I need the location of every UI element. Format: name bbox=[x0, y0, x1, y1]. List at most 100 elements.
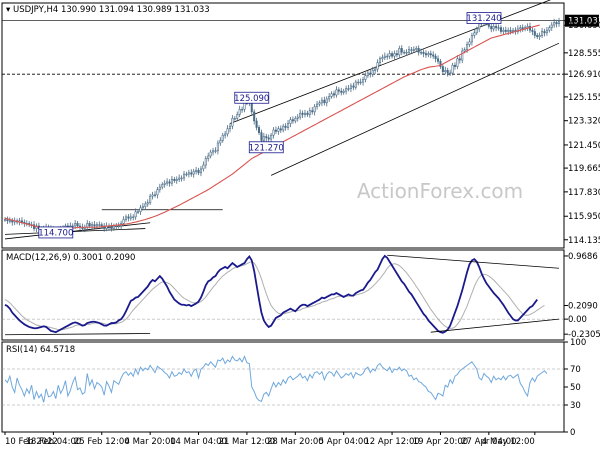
rsi-y-tick-label: 30 bbox=[570, 401, 581, 411]
candle-body bbox=[345, 88, 348, 92]
x-tick-label: 28 Mar 20:00 bbox=[267, 437, 324, 447]
candle-body bbox=[543, 31, 546, 34]
trend-line bbox=[229, 0, 552, 124]
x-tick-label: 10 Feb 2022 bbox=[5, 437, 58, 447]
rsi-y-tick-label: 100 bbox=[570, 338, 586, 348]
candle-body bbox=[405, 51, 408, 54]
candle-body bbox=[357, 81, 360, 84]
candle-body bbox=[320, 99, 323, 104]
x-tick-label: 5 Apr 04:00 bbox=[319, 437, 369, 447]
candle-body bbox=[260, 132, 263, 141]
candle-body bbox=[224, 133, 227, 136]
candle-body bbox=[74, 223, 77, 227]
candle-body bbox=[417, 48, 420, 53]
candle-body bbox=[156, 189, 159, 196]
candle-body bbox=[182, 173, 186, 179]
candle-body bbox=[137, 211, 140, 213]
macd-trend-line bbox=[430, 318, 560, 333]
candle-body bbox=[129, 216, 132, 219]
candle-body bbox=[553, 22, 556, 26]
candle-body bbox=[139, 207, 142, 213]
x-tick-label: 27 Apr 04:00 bbox=[461, 437, 516, 447]
candle-body bbox=[202, 164, 205, 170]
candle-body bbox=[241, 108, 244, 111]
candle-body bbox=[359, 81, 362, 84]
candle-body bbox=[294, 118, 297, 122]
candle-body bbox=[332, 93, 336, 96]
price-y-tick-label: 125.155 bbox=[568, 93, 600, 103]
macd-line bbox=[4, 254, 538, 334]
candle-body bbox=[313, 106, 316, 113]
candle-body bbox=[8, 220, 11, 222]
candle-body bbox=[185, 173, 188, 176]
x-tick-label: 14 Mar 04:00 bbox=[170, 437, 227, 447]
candle-body bbox=[100, 224, 103, 227]
candle-body bbox=[277, 128, 280, 132]
price-y-tick-label: 114.135 bbox=[568, 236, 600, 246]
candle-body bbox=[512, 29, 515, 32]
candle-body bbox=[122, 219, 125, 224]
candle-body bbox=[533, 31, 536, 36]
candle-body bbox=[371, 70, 374, 75]
price-y-tick-label: 131.033 bbox=[568, 17, 600, 27]
x-tick-label: 21 Mar 12:00 bbox=[219, 437, 276, 447]
candle-body bbox=[364, 75, 367, 80]
candle-body bbox=[93, 224, 96, 227]
price-y-tick-label: 128.555 bbox=[568, 49, 600, 59]
candle-body bbox=[231, 118, 234, 127]
candle-body bbox=[403, 51, 406, 54]
candle-body bbox=[323, 99, 326, 104]
candle-body bbox=[86, 223, 89, 228]
candle-body bbox=[366, 72, 369, 76]
candle-body bbox=[95, 224, 98, 227]
macd-y-tick-label: 0.00 bbox=[568, 315, 587, 325]
candle-body bbox=[427, 53, 430, 56]
candle-body bbox=[316, 103, 319, 108]
candle-body bbox=[221, 134, 224, 141]
price-annotation-box bbox=[466, 12, 502, 24]
candle-body bbox=[434, 55, 437, 60]
candle-body bbox=[337, 89, 340, 92]
candle-body bbox=[308, 110, 311, 115]
candle-body bbox=[6, 219, 9, 222]
candle-body bbox=[475, 28, 478, 34]
candle-body bbox=[444, 70, 447, 73]
candle-body bbox=[393, 53, 396, 57]
candle-body bbox=[330, 93, 333, 97]
candle-body bbox=[178, 177, 181, 180]
candle-body bbox=[429, 53, 432, 56]
rsi-panel bbox=[1, 341, 565, 433]
watermark: ActionForex.com bbox=[357, 179, 523, 203]
candle-body bbox=[301, 112, 304, 115]
candle-body bbox=[538, 35, 541, 38]
candle-body bbox=[422, 51, 425, 54]
candle-body bbox=[267, 137, 270, 140]
candle-body bbox=[170, 178, 173, 184]
candle-body bbox=[318, 102, 321, 105]
x-tick-label: 19 Apr 20:00 bbox=[413, 437, 468, 447]
candle-body bbox=[468, 41, 471, 45]
candle-body bbox=[192, 171, 195, 175]
price-y-tick-label: 117.830 bbox=[568, 188, 600, 198]
candle-body bbox=[381, 57, 384, 60]
candle-body bbox=[272, 129, 275, 136]
price-annotation-box bbox=[248, 141, 284, 154]
candle-body bbox=[219, 140, 222, 144]
candle-body bbox=[76, 223, 79, 227]
candle-body bbox=[180, 177, 183, 180]
candle-body bbox=[340, 90, 343, 93]
candle-body bbox=[466, 44, 469, 50]
macd-y-tick-label: 0.2090 bbox=[568, 302, 598, 312]
candle-body bbox=[398, 48, 401, 56]
candle-body bbox=[550, 24, 553, 28]
candle-body bbox=[541, 31, 544, 36]
candle-body bbox=[168, 181, 171, 184]
trend-line bbox=[270, 42, 560, 176]
symbol-label: ▾ USDJPY,H4 bbox=[6, 5, 61, 15]
rsi-y-tick-label: 0 bbox=[570, 428, 575, 438]
candle-body bbox=[233, 118, 236, 120]
candle-body bbox=[470, 35, 473, 43]
candle-body bbox=[291, 119, 294, 122]
candle-body bbox=[190, 172, 193, 175]
